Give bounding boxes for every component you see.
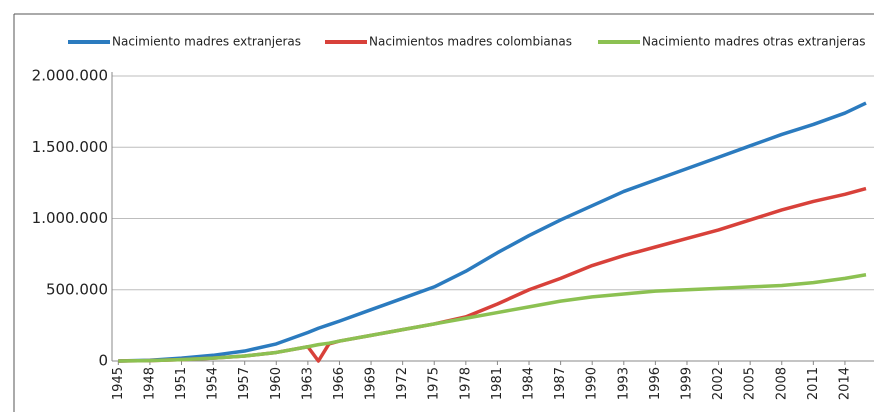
y-tick-label: 1.000.000 bbox=[32, 209, 108, 227]
x-tick-label: 1993 bbox=[616, 367, 631, 400]
x-tick-label: 1960 bbox=[269, 367, 284, 400]
y-tick-label: 0 bbox=[98, 352, 108, 370]
x-tick-label: 2011 bbox=[806, 367, 821, 400]
x-tick-label: 1972 bbox=[395, 367, 410, 400]
x-tick-label: 1957 bbox=[237, 367, 252, 400]
y-tick-label: 500.000 bbox=[46, 280, 108, 298]
x-tick-label: 1990 bbox=[585, 367, 600, 400]
x-tick-label: 1954 bbox=[206, 367, 221, 400]
x-tick-label: 1981 bbox=[490, 367, 505, 400]
x-tick-label: 2002 bbox=[711, 367, 726, 400]
x-tick-label: 1999 bbox=[679, 367, 694, 400]
x-tick-label: 1987 bbox=[553, 367, 568, 400]
y-tick-label: 1.500.000 bbox=[32, 138, 108, 156]
x-tick-label: 2008 bbox=[774, 367, 789, 400]
series-line bbox=[118, 101, 867, 363]
x-tick-label: 1978 bbox=[458, 367, 473, 400]
x-tick-label: 1969 bbox=[364, 367, 379, 400]
x-tick-label: 1975 bbox=[427, 367, 442, 400]
x-tick-label: 1951 bbox=[174, 367, 189, 400]
x-tick-label: 1945 bbox=[111, 367, 126, 400]
x-tick-label: 2005 bbox=[743, 367, 758, 400]
series-line bbox=[118, 273, 867, 363]
legend-label: Nacimiento madres extranjeras bbox=[112, 35, 301, 49]
x-tick-label: 1996 bbox=[648, 367, 663, 400]
series-line bbox=[118, 186, 867, 363]
x-tick-label: 2014 bbox=[837, 367, 852, 400]
x-tick-label: 1963 bbox=[300, 367, 315, 400]
x-tick-label: 1984 bbox=[522, 367, 537, 400]
y-tick-label: 2.000.000 bbox=[32, 67, 108, 85]
x-tick-label: 1948 bbox=[142, 367, 157, 400]
legend-label: Nacimiento madres otras extranjeras bbox=[642, 35, 865, 49]
x-tick-label: 1966 bbox=[332, 367, 347, 400]
legend-label: Nacimientos madres colombianas bbox=[369, 35, 572, 49]
